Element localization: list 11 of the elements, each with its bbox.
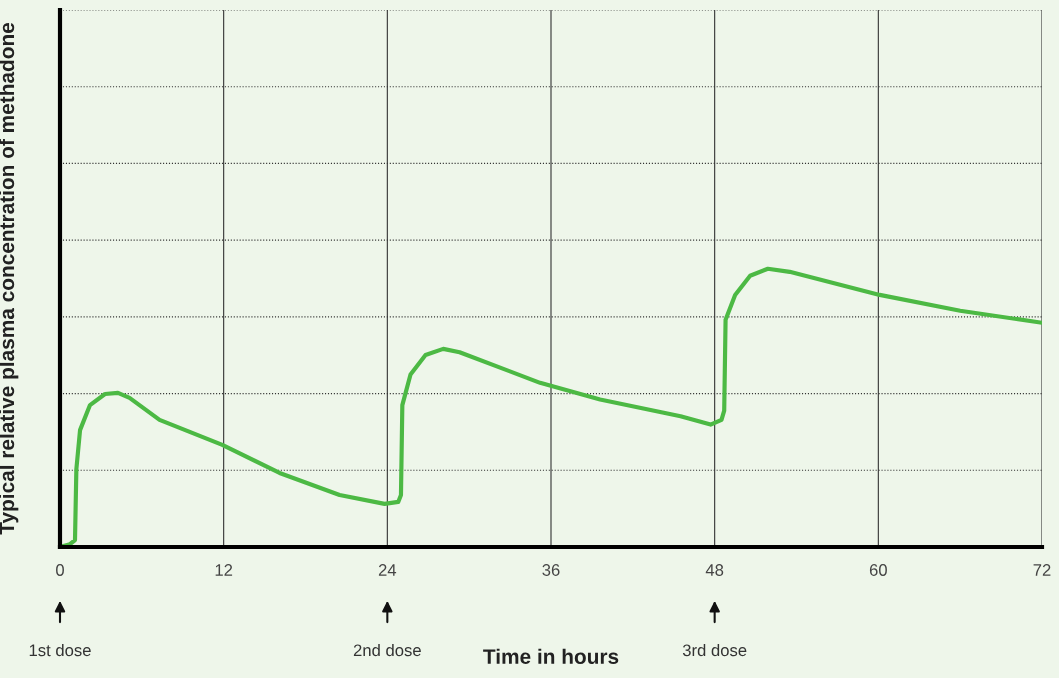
- text: 2nd dose: [353, 643, 421, 657]
- x-tick-label: 0: [56, 564, 64, 576]
- x-tick-label: 36: [542, 564, 560, 576]
- x-tick-label: 60: [869, 564, 887, 576]
- x-tick-label: 24: [378, 564, 397, 576]
- x-tick-label: 48: [705, 564, 724, 576]
- x-tick-label: 12: [215, 564, 233, 576]
- text: 3rd dose: [682, 643, 747, 657]
- text: 1st dose: [29, 643, 91, 657]
- x-axis-title: Time in hours: [483, 648, 619, 664]
- x-tick-label: 72: [1033, 564, 1051, 576]
